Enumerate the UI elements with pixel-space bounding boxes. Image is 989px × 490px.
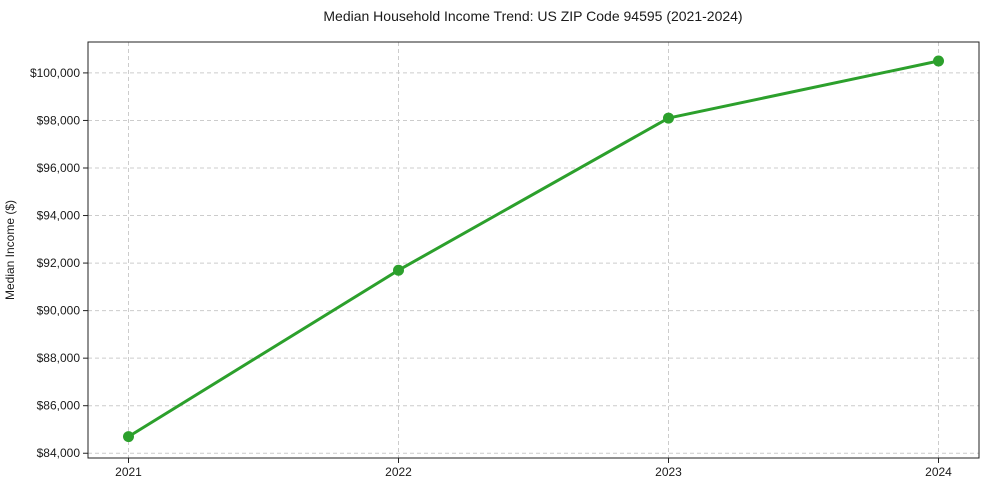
y-tick-label: $84,000 <box>37 446 81 460</box>
data-point-marker <box>663 112 674 124</box>
chart-title: Median Household Income Trend: US ZIP Co… <box>323 8 742 24</box>
y-axis-label: Median Income ($) <box>3 200 17 300</box>
y-tick-label: $86,000 <box>37 399 81 413</box>
y-tick-label: $100,000 <box>30 66 80 80</box>
data-point-marker <box>933 55 944 67</box>
y-tick-label: $90,000 <box>37 304 81 318</box>
grid-layer <box>88 42 979 458</box>
x-tick-label: 2021 <box>115 465 142 479</box>
y-tick-label: $96,000 <box>37 161 81 175</box>
y-tick-label: $94,000 <box>37 209 81 223</box>
plot-border <box>87 41 980 459</box>
x-tick-label: 2023 <box>655 465 682 479</box>
y-tick-label: $92,000 <box>37 256 81 270</box>
x-tick-label: 2024 <box>925 465 952 479</box>
y-tick-label: $88,000 <box>37 351 81 365</box>
series-line <box>127 59 940 439</box>
axes-layer: $84,000 $86,000 $88,000 $90,000 $92,000 $94,0… <box>30 41 980 479</box>
y-tick-label: $98,000 <box>37 113 81 127</box>
x-tick-label: 2022 <box>385 465 412 479</box>
data-point-marker <box>123 431 134 443</box>
series-layer <box>123 55 944 443</box>
data-point-marker <box>393 264 404 276</box>
